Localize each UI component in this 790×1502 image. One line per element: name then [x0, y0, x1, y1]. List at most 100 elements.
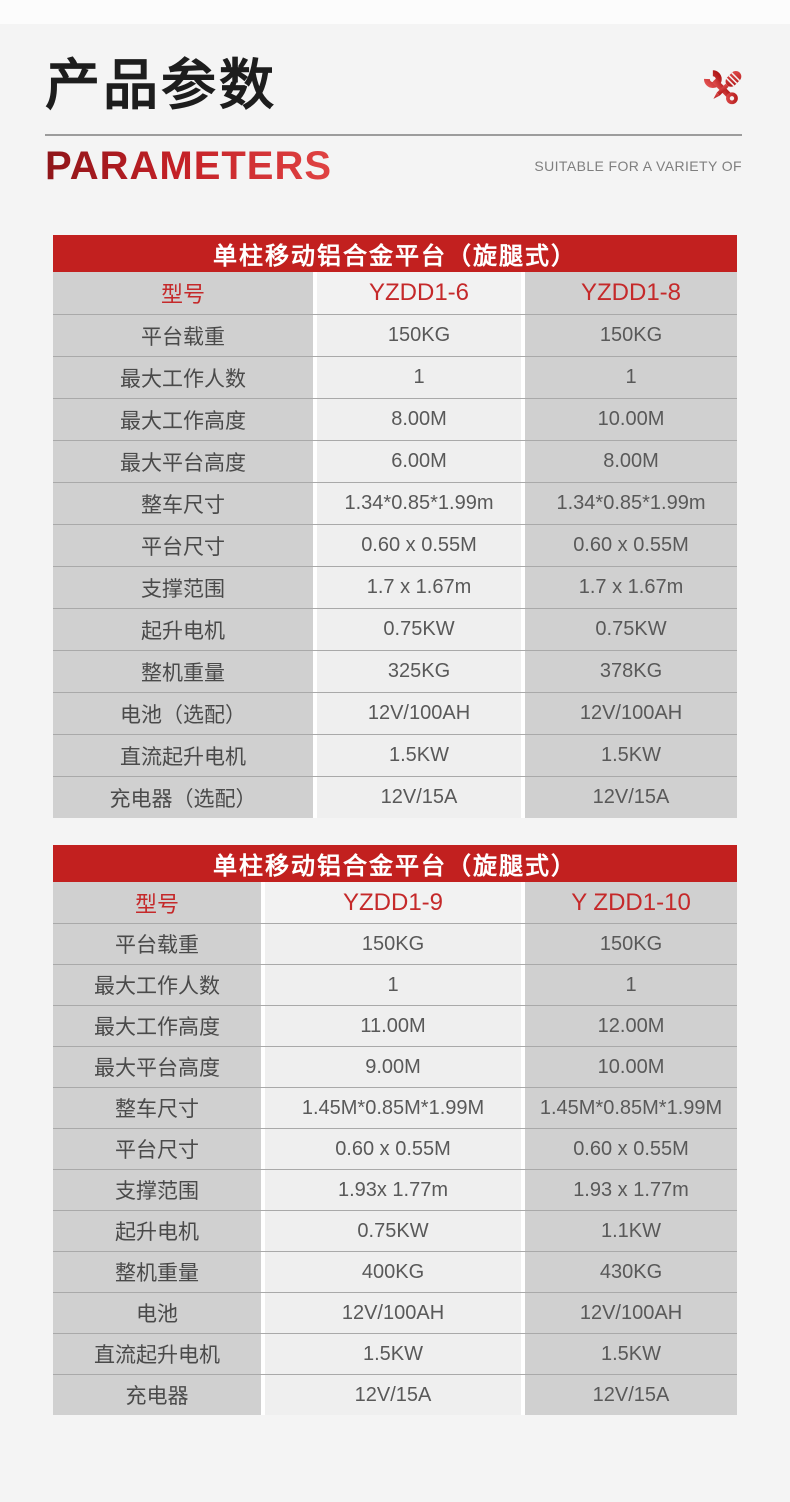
- spec-value: 12V/15A: [317, 777, 521, 818]
- table-row: 平台尺寸 0.60 x 0.55M 0.60 x 0.55M: [53, 1128, 737, 1169]
- model-name: Y ZDD1-10: [525, 882, 737, 923]
- spec-label: 支撑范围: [53, 567, 313, 608]
- table-body: 平台载重 150KG 150KG 最大工作人数 1 1 最大工作高度 11.00…: [53, 923, 737, 1415]
- spec-value: 1.34*0.85*1.99m: [317, 483, 521, 524]
- spec-value: 0.60 x 0.55M: [525, 525, 737, 566]
- spec-value: 0.75KW: [317, 609, 521, 650]
- spec-table-2: 单柱移动铝合金平台（旋腿式） 型号 YZDD1-9 Y ZDD1-10 平台载重…: [53, 845, 737, 1415]
- spec-value: 1.5KW: [265, 1334, 521, 1374]
- spec-label: 电池: [53, 1293, 261, 1333]
- header: 产品参数: [0, 0, 790, 189]
- spec-value: 12V/100AH: [525, 693, 737, 734]
- model-row-label: 型号: [53, 882, 261, 923]
- spec-label: 整机重量: [53, 1252, 261, 1292]
- table-row: 支撑范围 1.93x 1.77m 1.93 x 1.77m: [53, 1169, 737, 1210]
- spec-value: 12V/100AH: [265, 1293, 521, 1333]
- spec-label: 平台尺寸: [53, 525, 313, 566]
- spec-value: 378KG: [525, 651, 737, 692]
- header-divider: [45, 134, 742, 136]
- model-row-label: 型号: [53, 272, 313, 314]
- spec-value: 150KG: [317, 315, 521, 356]
- table-row: 最大工作高度 11.00M 12.00M: [53, 1005, 737, 1046]
- table-row: 最大工作高度 8.00M 10.00M: [53, 398, 737, 440]
- spec-label: 直流起升电机: [53, 1334, 261, 1374]
- spec-value: 1.5KW: [525, 735, 737, 776]
- spec-label: 平台尺寸: [53, 1129, 261, 1169]
- spec-label: 整车尺寸: [53, 483, 313, 524]
- spec-value: 0.75KW: [525, 609, 737, 650]
- spec-value: 1.5KW: [525, 1334, 737, 1374]
- table-row: 起升电机 0.75KW 1.1KW: [53, 1210, 737, 1251]
- spec-label: 充电器: [53, 1375, 261, 1415]
- spec-value: 1.45M*0.85M*1.99M: [525, 1088, 737, 1128]
- table-row: 平台载重 150KG 150KG: [53, 314, 737, 356]
- table-row: 直流起升电机 1.5KW 1.5KW: [53, 734, 737, 776]
- model-row: 型号 YZDD1-9 Y ZDD1-10: [53, 882, 737, 923]
- table-title: 单柱移动铝合金平台（旋腿式）: [53, 845, 737, 882]
- table-row: 直流起升电机 1.5KW 1.5KW: [53, 1333, 737, 1374]
- spec-value: 1.93x 1.77m: [265, 1170, 521, 1210]
- table-row: 整车尺寸 1.34*0.85*1.99m 1.34*0.85*1.99m: [53, 482, 737, 524]
- spec-value: 6.00M: [317, 441, 521, 482]
- spec-value: 1: [525, 965, 737, 1005]
- spec-value: 1: [525, 357, 737, 398]
- spec-value: 150KG: [265, 924, 521, 964]
- spec-value: 325KG: [317, 651, 521, 692]
- spec-value: 1.1KW: [525, 1211, 737, 1251]
- top-strip: [0, 0, 790, 24]
- spec-value: 1.45M*0.85M*1.99M: [265, 1088, 521, 1128]
- spec-label: 平台载重: [53, 924, 261, 964]
- model-name: YZDD1-6: [317, 272, 521, 314]
- spec-value: 0.75KW: [265, 1211, 521, 1251]
- table-title: 单柱移动铝合金平台（旋腿式）: [53, 235, 737, 272]
- spec-value: 12V/15A: [525, 1375, 737, 1415]
- model-name: YZDD1-9: [265, 882, 521, 923]
- table-row: 最大工作人数 1 1: [53, 964, 737, 1005]
- sub-header-row: PARAMETERS SUITABLE FOR A VARIETY OF: [45, 143, 742, 189]
- spec-label: 直流起升电机: [53, 735, 313, 776]
- table-row: 整机重量 400KG 430KG: [53, 1251, 737, 1292]
- spec-value: 12V/15A: [525, 777, 737, 818]
- spec-label: 充电器（选配）: [53, 777, 313, 818]
- spec-value: 1.34*0.85*1.99m: [525, 483, 737, 524]
- spec-value: 0.60 x 0.55M: [317, 525, 521, 566]
- table-row: 最大工作人数 1 1: [53, 356, 737, 398]
- spec-value: 1.7 x 1.67m: [525, 567, 737, 608]
- table-row: 平台载重 150KG 150KG: [53, 923, 737, 964]
- spec-label: 最大工作高度: [53, 399, 313, 440]
- spec-value: 12V/15A: [265, 1375, 521, 1415]
- spec-value: 400KG: [265, 1252, 521, 1292]
- spec-label: 最大工作人数: [53, 357, 313, 398]
- spec-value: 10.00M: [525, 399, 737, 440]
- header-tagline: SUITABLE FOR A VARIETY OF: [534, 158, 742, 174]
- table-row: 电池（选配） 12V/100AH 12V/100AH: [53, 692, 737, 734]
- table-row: 起升电机 0.75KW 0.75KW: [53, 608, 737, 650]
- spec-label: 电池（选配）: [53, 693, 313, 734]
- spec-label: 最大工作人数: [53, 965, 261, 1005]
- spec-value: 10.00M: [525, 1047, 737, 1087]
- spec-value: 1.93 x 1.77m: [525, 1170, 737, 1210]
- table-row: 支撑范围 1.7 x 1.67m 1.7 x 1.67m: [53, 566, 737, 608]
- table-row: 平台尺寸 0.60 x 0.55M 0.60 x 0.55M: [53, 524, 737, 566]
- spec-label: 最大平台高度: [53, 441, 313, 482]
- spec-value: 8.00M: [317, 399, 521, 440]
- spec-value: 1.5KW: [317, 735, 521, 776]
- table-row: 最大平台高度 9.00M 10.00M: [53, 1046, 737, 1087]
- table-row: 最大平台高度 6.00M 8.00M: [53, 440, 737, 482]
- spec-value: 12V/100AH: [317, 693, 521, 734]
- spec-value: 0.60 x 0.55M: [265, 1129, 521, 1169]
- spec-label: 支撑范围: [53, 1170, 261, 1210]
- spec-label: 最大平台高度: [53, 1047, 261, 1087]
- spec-value: 11.00M: [265, 1006, 521, 1046]
- table-row: 电池 12V/100AH 12V/100AH: [53, 1292, 737, 1333]
- spec-value: 150KG: [525, 924, 737, 964]
- spec-value: 12V/100AH: [525, 1293, 737, 1333]
- page-subtitle-en: PARAMETERS: [45, 143, 333, 188]
- table-row: 充电器 12V/15A 12V/15A: [53, 1374, 737, 1415]
- spec-label: 起升电机: [53, 1211, 261, 1251]
- spec-label: 平台载重: [53, 315, 313, 356]
- model-name: YZDD1-8: [525, 272, 737, 314]
- spec-label: 整车尺寸: [53, 1088, 261, 1128]
- table-row: 充电器（选配） 12V/15A 12V/15A: [53, 776, 737, 818]
